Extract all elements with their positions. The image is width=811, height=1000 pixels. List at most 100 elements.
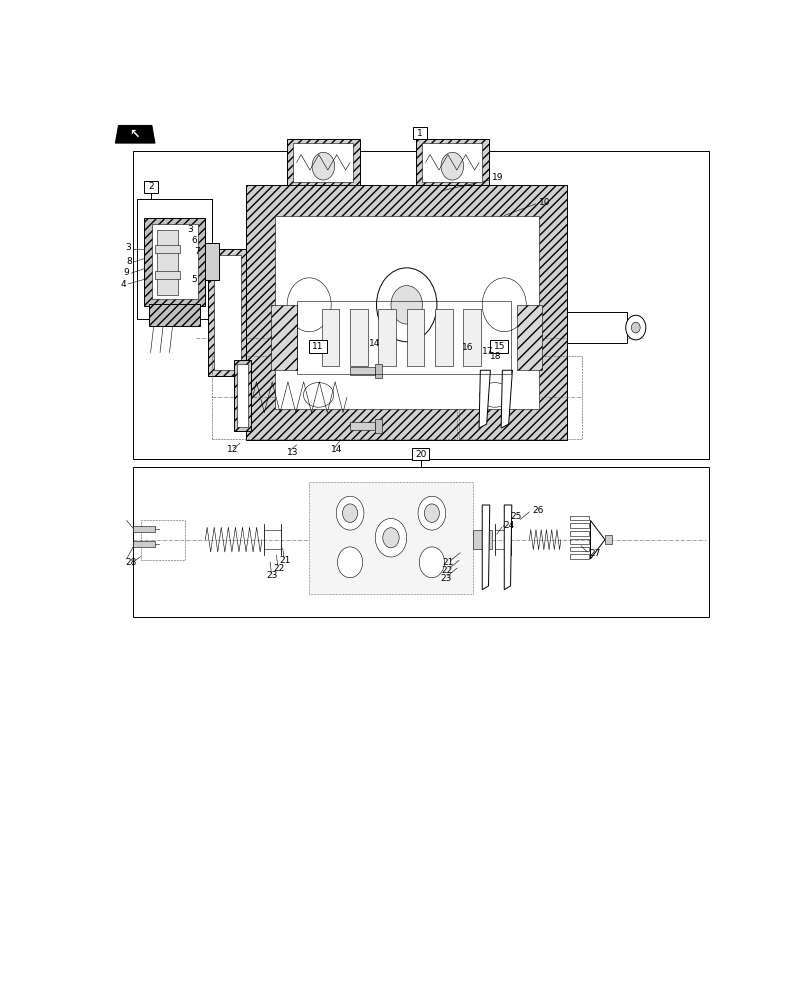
Bar: [569, 547, 589, 551]
Text: 19: 19: [491, 173, 503, 182]
Polygon shape: [478, 370, 490, 428]
Bar: [157, 230, 178, 295]
Bar: [208, 249, 246, 376]
Text: 5: 5: [191, 275, 196, 284]
Ellipse shape: [479, 383, 509, 407]
Bar: [406, 309, 424, 366]
Text: 11: 11: [312, 342, 324, 351]
Bar: [155, 245, 180, 253]
Bar: [416, 139, 488, 185]
Circle shape: [376, 268, 436, 342]
Circle shape: [482, 278, 526, 332]
Circle shape: [418, 547, 444, 578]
Bar: [569, 516, 589, 520]
Text: 14: 14: [331, 445, 342, 454]
Circle shape: [287, 278, 331, 332]
Circle shape: [336, 496, 363, 530]
Circle shape: [391, 286, 422, 324]
Bar: [375, 419, 381, 433]
Circle shape: [375, 518, 406, 557]
Bar: [569, 539, 589, 544]
Bar: [375, 364, 381, 378]
Polygon shape: [115, 125, 155, 143]
Bar: [133, 466, 708, 617]
Text: ↖: ↖: [130, 128, 140, 141]
Bar: [237, 364, 248, 427]
Circle shape: [424, 504, 439, 522]
Polygon shape: [504, 505, 511, 590]
Text: 18: 18: [490, 352, 501, 361]
Circle shape: [440, 152, 463, 180]
Polygon shape: [482, 505, 489, 590]
Bar: [133, 541, 155, 547]
Text: 3: 3: [187, 225, 193, 234]
Bar: [422, 143, 482, 182]
Bar: [293, 143, 353, 182]
Bar: [133, 526, 155, 532]
Bar: [490, 340, 508, 353]
Bar: [213, 255, 241, 370]
Bar: [463, 309, 480, 366]
Polygon shape: [500, 370, 512, 428]
Bar: [411, 448, 429, 460]
Text: 8: 8: [127, 257, 132, 266]
Text: 16: 16: [461, 343, 472, 352]
Text: 22: 22: [273, 564, 284, 573]
Text: 12: 12: [227, 445, 238, 454]
Text: 26: 26: [532, 506, 543, 515]
Text: 3: 3: [125, 243, 131, 252]
Text: 6: 6: [191, 236, 197, 245]
Ellipse shape: [303, 383, 333, 407]
Bar: [604, 535, 611, 544]
Circle shape: [382, 528, 399, 548]
Bar: [350, 367, 375, 375]
Bar: [569, 531, 589, 536]
Bar: [569, 523, 589, 528]
Bar: [472, 530, 491, 549]
Bar: [152, 224, 198, 299]
Text: 23: 23: [440, 574, 451, 583]
Text: 28: 28: [125, 558, 136, 567]
Text: 24: 24: [502, 521, 513, 530]
Bar: [155, 271, 180, 279]
Bar: [287, 139, 359, 185]
Circle shape: [311, 152, 334, 180]
Text: 20: 20: [414, 450, 426, 459]
Bar: [350, 309, 367, 366]
Bar: [321, 309, 339, 366]
Text: 14: 14: [368, 339, 380, 348]
Circle shape: [625, 315, 645, 340]
Bar: [569, 554, 589, 559]
Text: 23: 23: [266, 571, 277, 580]
Circle shape: [631, 322, 639, 333]
Bar: [309, 482, 472, 594]
Text: 1: 1: [417, 129, 423, 138]
Bar: [378, 309, 396, 366]
Circle shape: [342, 504, 357, 522]
Bar: [144, 181, 158, 193]
Circle shape: [418, 496, 445, 530]
Text: 13: 13: [287, 448, 298, 457]
Text: 27: 27: [589, 549, 600, 558]
Text: 9: 9: [123, 268, 129, 277]
Bar: [212, 356, 457, 439]
Bar: [566, 312, 626, 343]
Bar: [149, 304, 200, 326]
Text: 25: 25: [510, 512, 521, 521]
Text: 21: 21: [279, 556, 290, 565]
Text: 4: 4: [120, 280, 126, 289]
Text: 10: 10: [539, 198, 550, 207]
Bar: [234, 360, 251, 431]
Bar: [133, 151, 708, 459]
Bar: [144, 218, 205, 306]
Bar: [140, 520, 184, 560]
Bar: [246, 185, 567, 440]
Bar: [435, 309, 452, 366]
Bar: [309, 340, 326, 353]
Bar: [271, 305, 296, 370]
Bar: [296, 301, 510, 374]
Text: 15: 15: [493, 342, 504, 351]
Text: 21: 21: [442, 558, 453, 567]
Bar: [458, 356, 581, 439]
Circle shape: [337, 547, 363, 578]
